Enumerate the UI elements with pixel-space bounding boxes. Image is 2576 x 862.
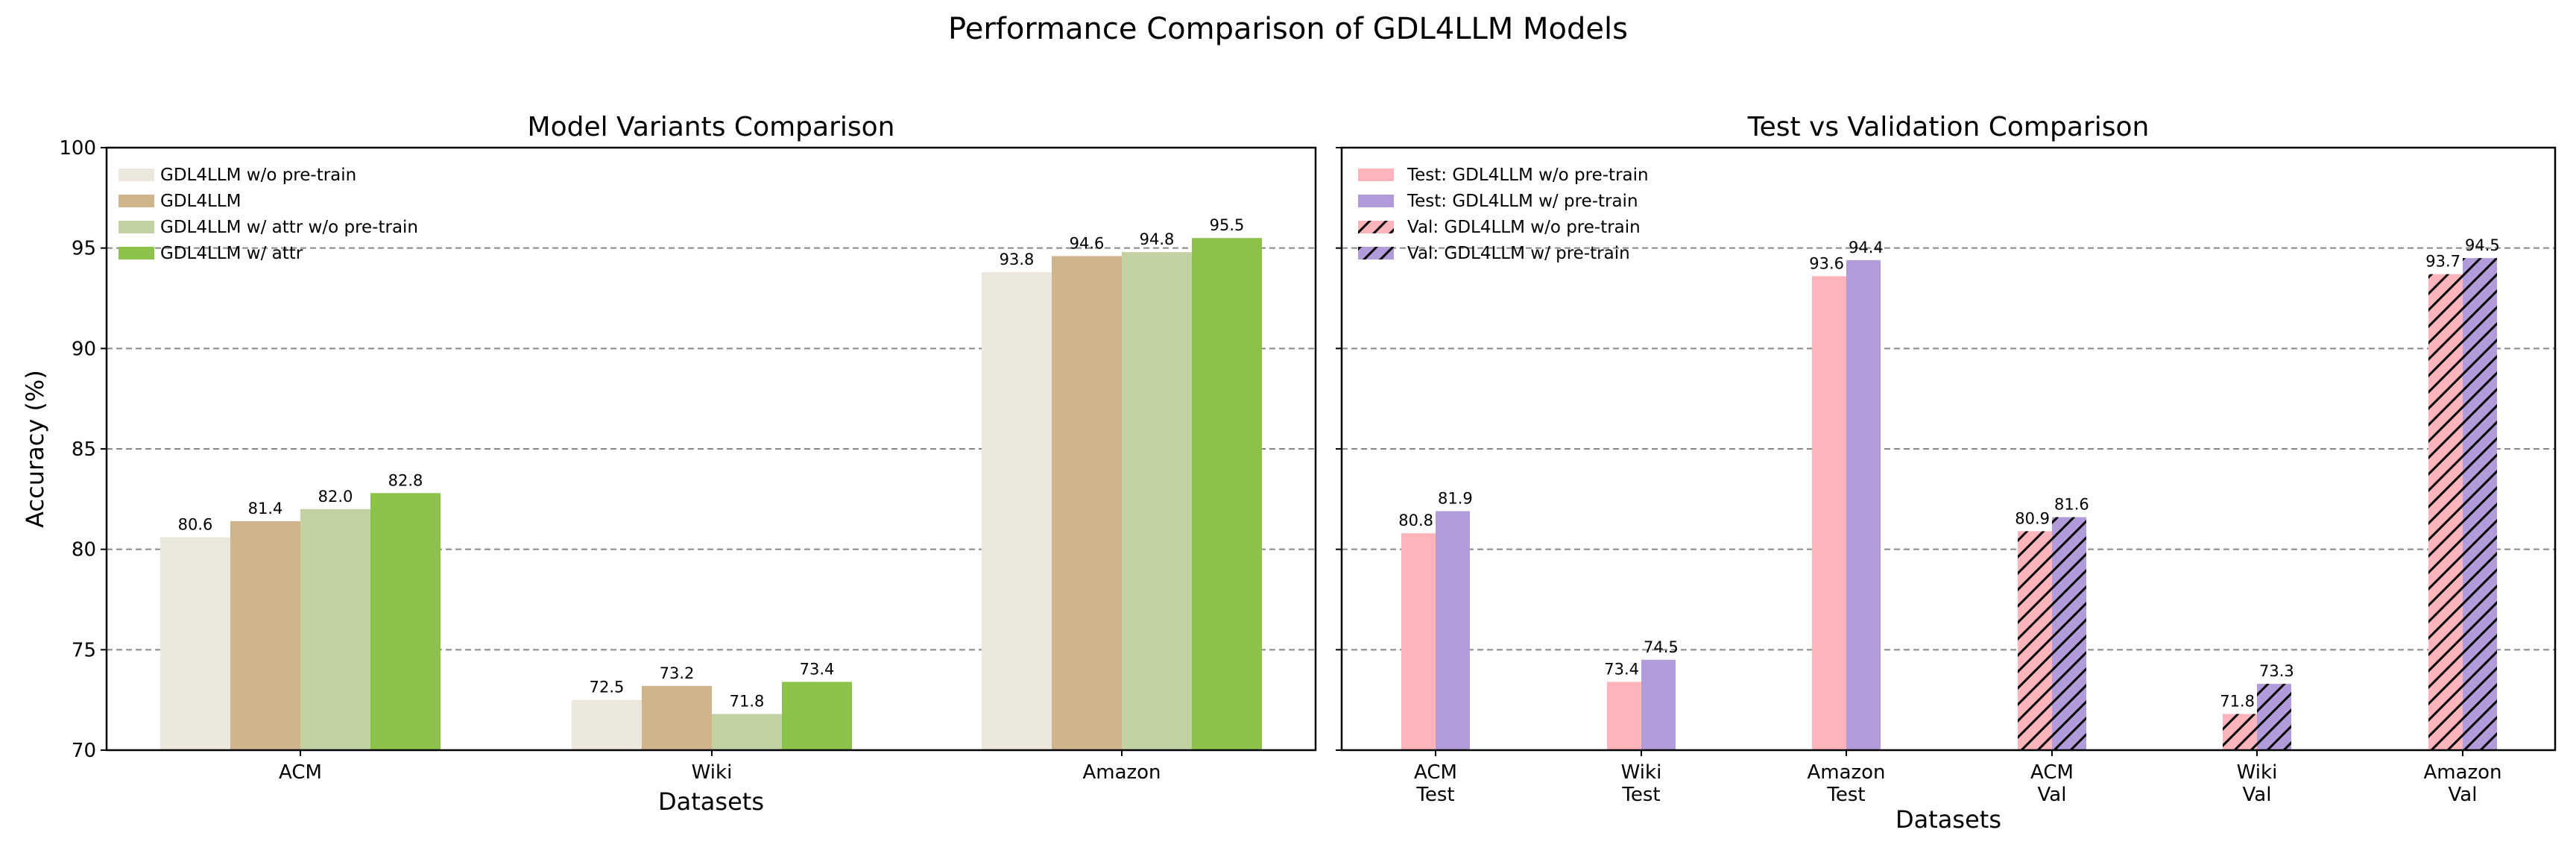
y-tick-label: 95 [72,238,96,260]
data-label: 81.9 [1438,489,1473,507]
bar [1122,252,1192,750]
data-label: 82.8 [388,471,423,489]
bar [642,685,712,750]
bar [572,699,642,750]
bar [1846,259,1881,750]
x-tick-label: Val [2038,784,2067,806]
figure-title: Performance Comparison of GDL4LLM Models [948,12,1628,46]
y-tick-label: 85 [72,438,96,461]
data-label: 94.5 [2465,236,2500,254]
legend-swatch-hatch [1358,247,1394,259]
bar-hatch [2257,684,2291,750]
x-tick-label: Wiki [2237,761,2278,784]
legend-label: Test: GDL4LLM w/ pre-train [1407,192,1638,211]
data-label: 74.5 [1644,638,1679,656]
bar [160,537,230,750]
data-label: 71.8 [730,693,765,711]
legend-swatch-hatch [1358,221,1394,233]
y-tick-label: 75 [72,639,96,661]
bar [300,509,370,750]
data-label: 72.5 [590,679,625,696]
legend-swatch [119,169,154,181]
data-label: 71.8 [2220,693,2255,711]
x-tick-label: Amazon [2423,761,2501,784]
bar [1607,682,1641,750]
x-tick-label: ACM [1414,761,1457,784]
chart-title: Model Variants Comparison [528,112,895,142]
legend-label: GDL4LLM w/ attr [160,244,303,263]
data-label: 73.4 [800,660,835,678]
data-label: 81.4 [248,500,283,517]
data-label: 93.7 [2425,253,2460,271]
legend-label: Val: GDL4LLM w/ pre-train [1407,244,1630,263]
bar [1052,256,1122,750]
legend-swatch [1358,169,1394,181]
x-tick-label: ACM [2030,761,2074,784]
x-tick-label: Test [1621,784,1660,806]
legend-label: GDL4LLM [160,192,241,211]
x-tick-label: Wiki [692,761,733,784]
x-tick-label: Amazon [1807,761,1885,784]
axes-frame [1340,146,2557,752]
bar-hatch [2428,274,2463,750]
data-label: 95.5 [1210,216,1245,234]
data-label: 94.4 [1849,239,1884,257]
bar-hatch [2052,517,2086,750]
bar [1192,238,1262,750]
data-label: 80.6 [178,516,213,534]
legend-label: GDL4LLM w/ attr w/o pre-train [160,218,418,237]
x-tick-label: Test [1826,784,1865,806]
legend-label: GDL4LLM w/o pre-train [160,166,356,185]
legend-swatch [119,247,154,259]
left-chart: 70 75 80 85 90 95 100 80.6 72.5 93.8 81.4 73.2 94.6 8… [21,112,1317,816]
data-label: 80.9 [2015,509,2050,527]
data-label: 93.6 [1809,254,1844,272]
chart-title: Test vs Validation Comparison [1747,112,2150,142]
data-label: 73.4 [1604,660,1639,678]
x-axis-label: Datasets [1895,805,2001,834]
right-chart: 80.8 73.4 93.6 81.9 74.5 94.4 80.9 71.8 93.7 81.6… [1336,112,2557,834]
x-tick-label: Val [2243,784,2272,806]
data-label: 94.6 [1070,234,1105,252]
y-tick-label: 100 [59,137,96,160]
bar-hatch [2018,531,2052,750]
x-tick-label: Val [2449,784,2478,806]
legend-swatch [119,221,154,233]
bar-hatch [2223,714,2257,750]
legend-swatch [1358,195,1394,207]
bar [1436,511,1470,750]
bar [230,520,300,750]
bar [1401,533,1436,750]
x-tick-label: Amazon [1082,761,1161,784]
legend-swatch [119,195,154,207]
bar [1812,276,1846,751]
data-label: 73.3 [2259,662,2294,680]
y-axis-label: Accuracy (%) [21,370,49,528]
bar [982,271,1052,750]
data-label: 81.6 [2054,496,2089,514]
bar-hatch [2463,258,2497,751]
y-tick-label: 70 [72,740,96,762]
x-tick-label: Wiki [1621,761,1662,784]
legend-label: Test: GDL4LLM w/o pre-train [1407,166,1649,185]
data-label: 80.8 [1398,512,1433,529]
bar [782,682,852,750]
bar [1641,659,1676,750]
legend-label: Val: GDL4LLM w/o pre-train [1407,218,1641,237]
bar [370,493,441,750]
data-label: 93.8 [1000,251,1035,268]
x-tick-label: ACM [279,761,322,784]
data-label: 82.0 [318,488,353,506]
data-label: 73.2 [660,664,695,682]
y-tick-label: 90 [72,338,96,360]
x-axis-label: Datasets [658,787,764,816]
x-tick-label: Test [1415,784,1454,806]
bar [712,714,782,750]
y-tick-label: 80 [72,539,96,561]
data-label: 94.8 [1140,230,1175,248]
